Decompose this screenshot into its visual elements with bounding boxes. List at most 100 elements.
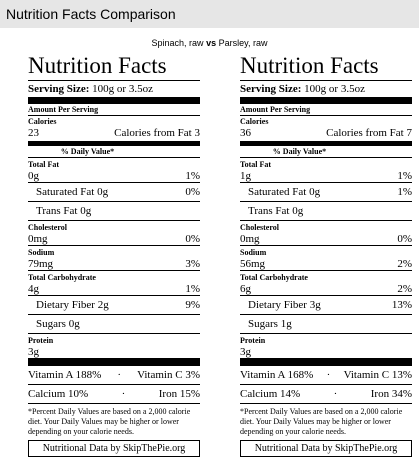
calories-fat-label: Calories from Fat	[114, 127, 192, 139]
serving-value: 100g or 3.5oz	[92, 83, 153, 95]
sub-nutrient-amount: 1g	[280, 318, 292, 330]
sub-nutrient-amount: 0g	[309, 186, 321, 198]
vitamin-cell: Iron 34%	[371, 385, 412, 403]
vitamin-value: 34%	[391, 388, 412, 400]
nutrient-label: Total Carbohydrate	[28, 273, 96, 282]
vitamin-name: Calcium	[240, 388, 278, 400]
nutrient-row: Protein 3g	[28, 334, 200, 359]
calories-fat-value: 7	[406, 127, 413, 139]
divider	[240, 359, 412, 366]
sub-nutrient-row: Trans Fat 0g	[28, 202, 200, 221]
left-item: Spinach, raw	[151, 38, 204, 48]
calories-cell: Calories 23	[28, 116, 200, 139]
vitamin-cell: Calcium 10%	[28, 385, 88, 403]
divider	[240, 97, 412, 104]
nutrient-dv: 1%	[185, 283, 200, 295]
right-item: Parsley, raw	[218, 38, 268, 48]
sub-nutrient-cell: Saturated Fat 0g	[36, 183, 108, 201]
vitamin-value: 15%	[179, 388, 200, 400]
calories-fat-label: Calories from Fat	[326, 127, 404, 139]
nutrient-cell: Total Carbohydrate 4g	[28, 273, 96, 295]
panel: Nutrition Facts Serving Size: 100g or 3.5…	[28, 52, 200, 457]
divider	[28, 359, 200, 366]
sub-nutrient-amount: 2g	[97, 299, 109, 311]
nutrient-dv: 3%	[185, 258, 200, 270]
serving-label: Serving Size:	[28, 83, 90, 95]
nutrient-amount: 1g	[240, 170, 251, 182]
sub-nutrient-label: Saturated Fat	[36, 186, 95, 198]
vitamin-name: Vitamin A	[240, 369, 285, 381]
calories-fat: Calories from Fat 7	[326, 127, 412, 139]
serving-value: 100g or 3.5oz	[304, 83, 365, 95]
separator: ·	[117, 369, 122, 381]
vitamin-name: Iron	[158, 388, 178, 400]
title-bar: Nutrition Facts Comparison	[0, 0, 419, 28]
nutrient-dv: 1%	[185, 170, 200, 182]
vitamin-cell: Vitamin C 3%	[137, 366, 200, 384]
nutrient-cell: Total Fat 0g	[28, 160, 59, 182]
nutrient-row: Total Carbohydrate 6g 2%	[240, 271, 412, 296]
sub-nutrient-amount: 0g	[292, 205, 304, 217]
nutrient-label: Cholesterol	[28, 223, 67, 232]
sub-nutrient-cell: Dietary Fiber 2g	[36, 296, 109, 314]
calories-row: Calories 23 Calories from Fat 3	[28, 116, 200, 142]
divider	[240, 142, 412, 146]
heading: Nutrition Facts	[240, 52, 412, 81]
sub-nutrient-amount: 0g	[68, 318, 80, 330]
sub-nutrient-row: Trans Fat 0g	[240, 202, 412, 221]
sub-nutrient-cell: Sugars 0g	[36, 315, 80, 333]
vitamin-name: Vitamin C	[343, 369, 390, 381]
serving-label: Serving Size:	[240, 83, 302, 95]
vitamin-row: Vitamin A 168% · Vitamin C 13%	[240, 366, 412, 385]
vitamin-name: Iron	[370, 388, 390, 400]
sub-nutrient-label: Saturated Fat	[248, 186, 307, 198]
nutrient-amount: 79mg	[28, 258, 54, 270]
vitamin-value: 3%	[185, 369, 200, 381]
vitamin-row: Calcium 10% · Iron 15%	[28, 385, 200, 404]
nutrient-dv: 2%	[397, 283, 412, 295]
sub-nutrient-cell: Saturated Fat 0g	[248, 183, 320, 201]
calories-value: 36	[240, 127, 251, 139]
sub-nutrient-dv: 1%	[397, 186, 412, 198]
vitamin-value: 14%	[280, 388, 301, 400]
sub-nutrient-amount: 0g	[80, 205, 92, 217]
vitamin-name: Vitamin C	[137, 369, 183, 381]
sub-nutrient-cell: Trans Fat 0g	[36, 202, 91, 220]
sub-nutrient-amount: 0g	[97, 186, 109, 198]
sub-nutrient-label: Trans Fat	[36, 205, 78, 217]
sub-nutrient-row: Sugars 1g	[240, 315, 412, 334]
calories-label: Calories	[28, 117, 57, 126]
calories-cell: Calories 36	[240, 116, 412, 139]
vs: vs	[206, 38, 217, 48]
separator: ·	[333, 388, 338, 400]
nutrient-label: Total Fat	[240, 160, 272, 169]
separator: ·	[121, 388, 126, 400]
nutrient-row: Sodium 56mg 2%	[240, 246, 412, 271]
nutrient-cell: Total Carbohydrate 6g	[240, 273, 308, 295]
nutrient-cell: Sodium 56mg	[240, 248, 266, 270]
calories-row: Calories 36 Calories from Fat 7	[240, 116, 412, 142]
nutrient-dv: 0%	[185, 233, 200, 245]
nutrient-row: Sodium 79mg 3%	[28, 246, 200, 271]
sub-nutrient-label: Dietary Fiber	[248, 299, 307, 311]
nutrient-cell: Protein 3g	[28, 336, 53, 358]
sub-nutrient-amount: 3g	[309, 299, 321, 311]
credit: Nutritional Data by SkipThePie.org	[240, 440, 412, 457]
nutrient-label: Total Carbohydrate	[240, 273, 308, 282]
sub-nutrient-label: Dietary Fiber	[36, 299, 95, 311]
nutrient-amount: 56mg	[240, 258, 266, 270]
nutrient-dv: 0%	[397, 233, 412, 245]
nutrient-row: Cholesterol 0mg 0%	[28, 221, 200, 246]
sub-nutrient-row: Saturated Fat 0g 1%	[240, 183, 412, 202]
sub-nutrient-row: Dietary Fiber 2g 9%	[28, 296, 200, 315]
vitamin-cell: Vitamin A 188%	[28, 366, 101, 384]
nutrient-row: Cholesterol 0mg 0%	[240, 221, 412, 246]
separator: ·	[326, 369, 331, 381]
vitamin-cell: Vitamin C 13%	[344, 366, 412, 384]
nutrient-cell: Sodium 79mg	[28, 248, 54, 270]
sub-nutrient-label: Trans Fat	[248, 205, 290, 217]
sub-nutrient-cell: Trans Fat 0g	[248, 202, 303, 220]
subtitle: Spinach, raw vs Parsley, raw	[0, 38, 419, 48]
heading: Nutrition Facts	[28, 52, 200, 81]
